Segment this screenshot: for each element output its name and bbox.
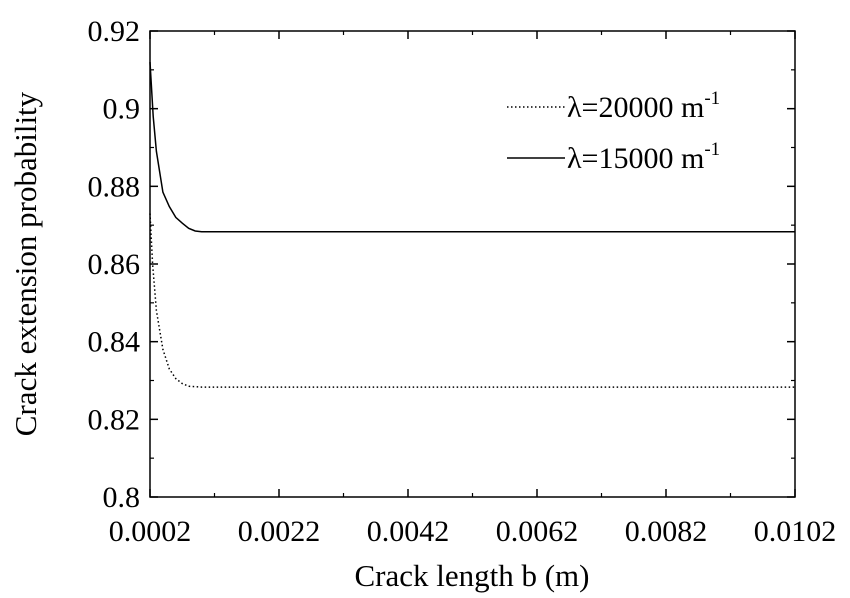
y-tick-label: 0.82 — [88, 403, 141, 436]
tick-marks — [149, 30, 796, 498]
y-tick-label: 0.8 — [103, 481, 141, 514]
legend: λ=20000 m-1 λ=15000 m-1 — [507, 88, 720, 175]
legend-label-series-2-sup: -1 — [704, 139, 720, 160]
x-tick-label: 0.0002 — [109, 515, 192, 548]
x-tick-labels: 0.0002 0.0022 0.0042 0.0062 0.0082 0.0102 — [109, 515, 837, 548]
y-tick-label: 0.92 — [88, 15, 141, 48]
x-tick-label: 0.0102 — [754, 515, 837, 548]
x-axis-title: Crack length b (m) — [354, 558, 589, 593]
series-line-2 — [149, 62, 795, 233]
y-tick-label: 0.84 — [88, 326, 141, 359]
series-line-1 — [149, 213, 795, 388]
legend-label-series-1-sup: -1 — [704, 88, 720, 109]
legend-label-series-1-text: λ=20000 m — [567, 91, 704, 124]
legend-label-series-1: λ=20000 m-1 — [567, 88, 720, 124]
x-tick-label: 0.0082 — [625, 515, 708, 548]
y-tick-label: 0.9 — [103, 93, 141, 126]
x-tick-label: 0.0042 — [367, 515, 450, 548]
x-tick-label: 0.0022 — [238, 515, 321, 548]
series-lines — [149, 62, 795, 388]
legend-label-series-2-text: λ=15000 m — [567, 142, 704, 175]
y-tick-label: 0.88 — [88, 170, 141, 203]
y-tick-labels: 0.8 0.82 0.84 0.86 0.88 0.9 0.92 — [88, 15, 141, 514]
legend-label-series-2: λ=15000 m-1 — [567, 139, 720, 175]
x-tick-label: 0.0062 — [496, 515, 579, 548]
y-tick-label: 0.86 — [88, 248, 141, 281]
y-axis-title: Crack extension probability — [8, 91, 43, 436]
